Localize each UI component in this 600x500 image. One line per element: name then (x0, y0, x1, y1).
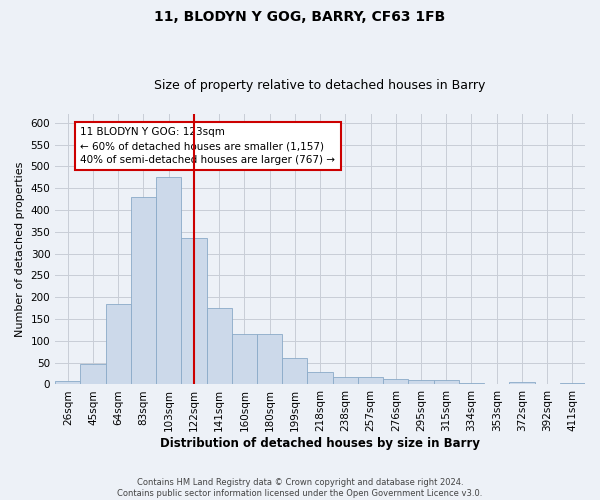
Bar (80, 364, 106, 384)
Y-axis label: Number of detached properties: Number of detached properties (15, 162, 25, 337)
Bar (282, 358, 307, 384)
Bar (358, 376, 383, 384)
Bar (434, 380, 459, 384)
Bar (409, 380, 434, 384)
Bar (257, 334, 282, 384)
Text: Contains HM Land Registry data © Crown copyright and database right 2024.
Contai: Contains HM Land Registry data © Crown c… (118, 478, 482, 498)
Text: 11 BLODYN Y GOG: 123sqm
← 60% of detached houses are smaller (1,157)
40% of semi: 11 BLODYN Y GOG: 123sqm ← 60% of detache… (80, 127, 335, 165)
X-axis label: Distribution of detached houses by size in Barry: Distribution of detached houses by size … (160, 437, 480, 450)
Bar (307, 372, 332, 384)
Bar (509, 382, 535, 384)
Bar (106, 304, 131, 384)
Title: Size of property relative to detached houses in Barry: Size of property relative to detached ho… (154, 79, 486, 92)
Bar (332, 376, 358, 384)
Bar (560, 382, 585, 384)
Bar (459, 382, 484, 384)
Bar (131, 197, 156, 384)
Text: 11, BLODYN Y GOG, BARRY, CF63 1FB: 11, BLODYN Y GOG, BARRY, CF63 1FB (154, 10, 446, 24)
Bar (206, 308, 232, 384)
Bar (55, 381, 80, 384)
Bar (232, 334, 257, 384)
Bar (383, 379, 409, 384)
Bar (181, 238, 206, 384)
Bar (156, 178, 181, 384)
